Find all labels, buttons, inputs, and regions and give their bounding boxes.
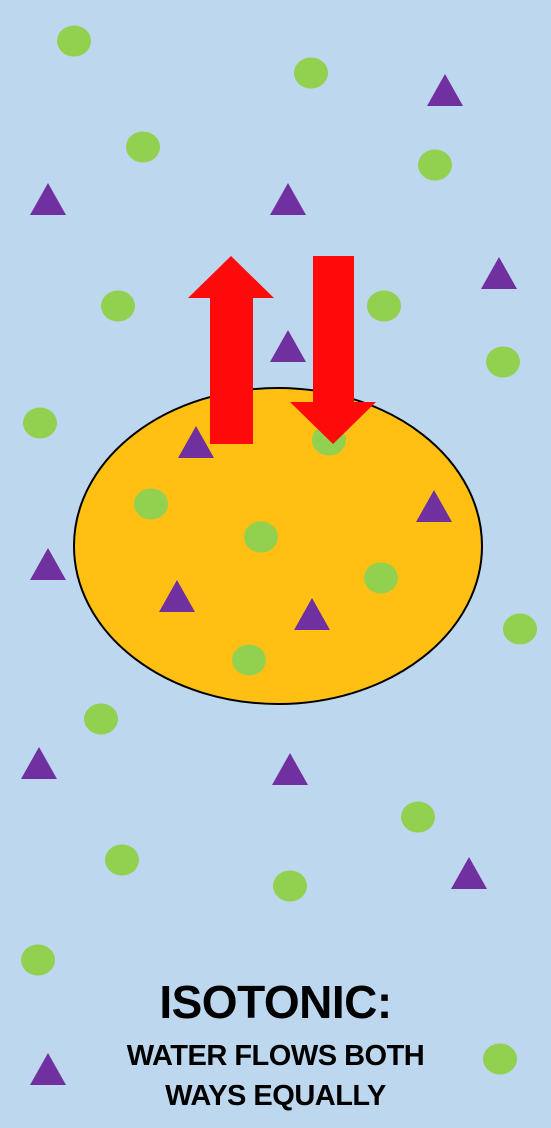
arrow-up-icon	[188, 256, 274, 444]
solute-circle	[21, 944, 55, 976]
solute-triangle	[178, 426, 214, 458]
solute-circle	[101, 290, 135, 322]
solute-triangle	[451, 857, 487, 889]
solute-circle	[364, 562, 398, 594]
solute-triangle	[159, 580, 195, 612]
solute-triangle	[427, 74, 463, 106]
arrow-down-icon	[290, 256, 376, 444]
cell	[73, 387, 483, 705]
solute-circle	[503, 613, 537, 645]
solute-circle	[401, 801, 435, 833]
solute-circle	[418, 149, 452, 181]
solute-triangle	[272, 753, 308, 785]
solute-circle	[232, 644, 266, 676]
solute-particles	[21, 25, 537, 1085]
solute-triangle	[270, 183, 306, 215]
solute-triangle	[30, 183, 66, 215]
solute-triangle	[481, 257, 517, 289]
solute-circle	[84, 703, 118, 735]
solute-circle	[483, 1043, 517, 1075]
subtitle-line-2: WAYS EQUALLY	[165, 1080, 386, 1112]
solute-circle	[126, 131, 160, 163]
solute-circle	[134, 488, 168, 520]
solute-circle	[23, 407, 57, 439]
solute-triangle	[270, 330, 306, 362]
solute-circle	[486, 346, 520, 378]
solute-triangle	[416, 490, 452, 522]
solute-circle	[367, 290, 401, 322]
solute-circle	[294, 57, 328, 89]
diagram-title: ISOTONIC:	[159, 976, 392, 1028]
solute-triangle	[30, 548, 66, 580]
subtitle-line-1: WATER FLOWS BOTH	[126, 1040, 425, 1072]
solute-circle	[244, 521, 278, 553]
solute-triangle	[30, 1053, 66, 1085]
solute-triangle	[294, 598, 330, 630]
solute-circle	[273, 870, 307, 902]
solute-circle	[105, 844, 139, 876]
solute-triangle	[21, 747, 57, 779]
solute-circle	[57, 25, 91, 57]
